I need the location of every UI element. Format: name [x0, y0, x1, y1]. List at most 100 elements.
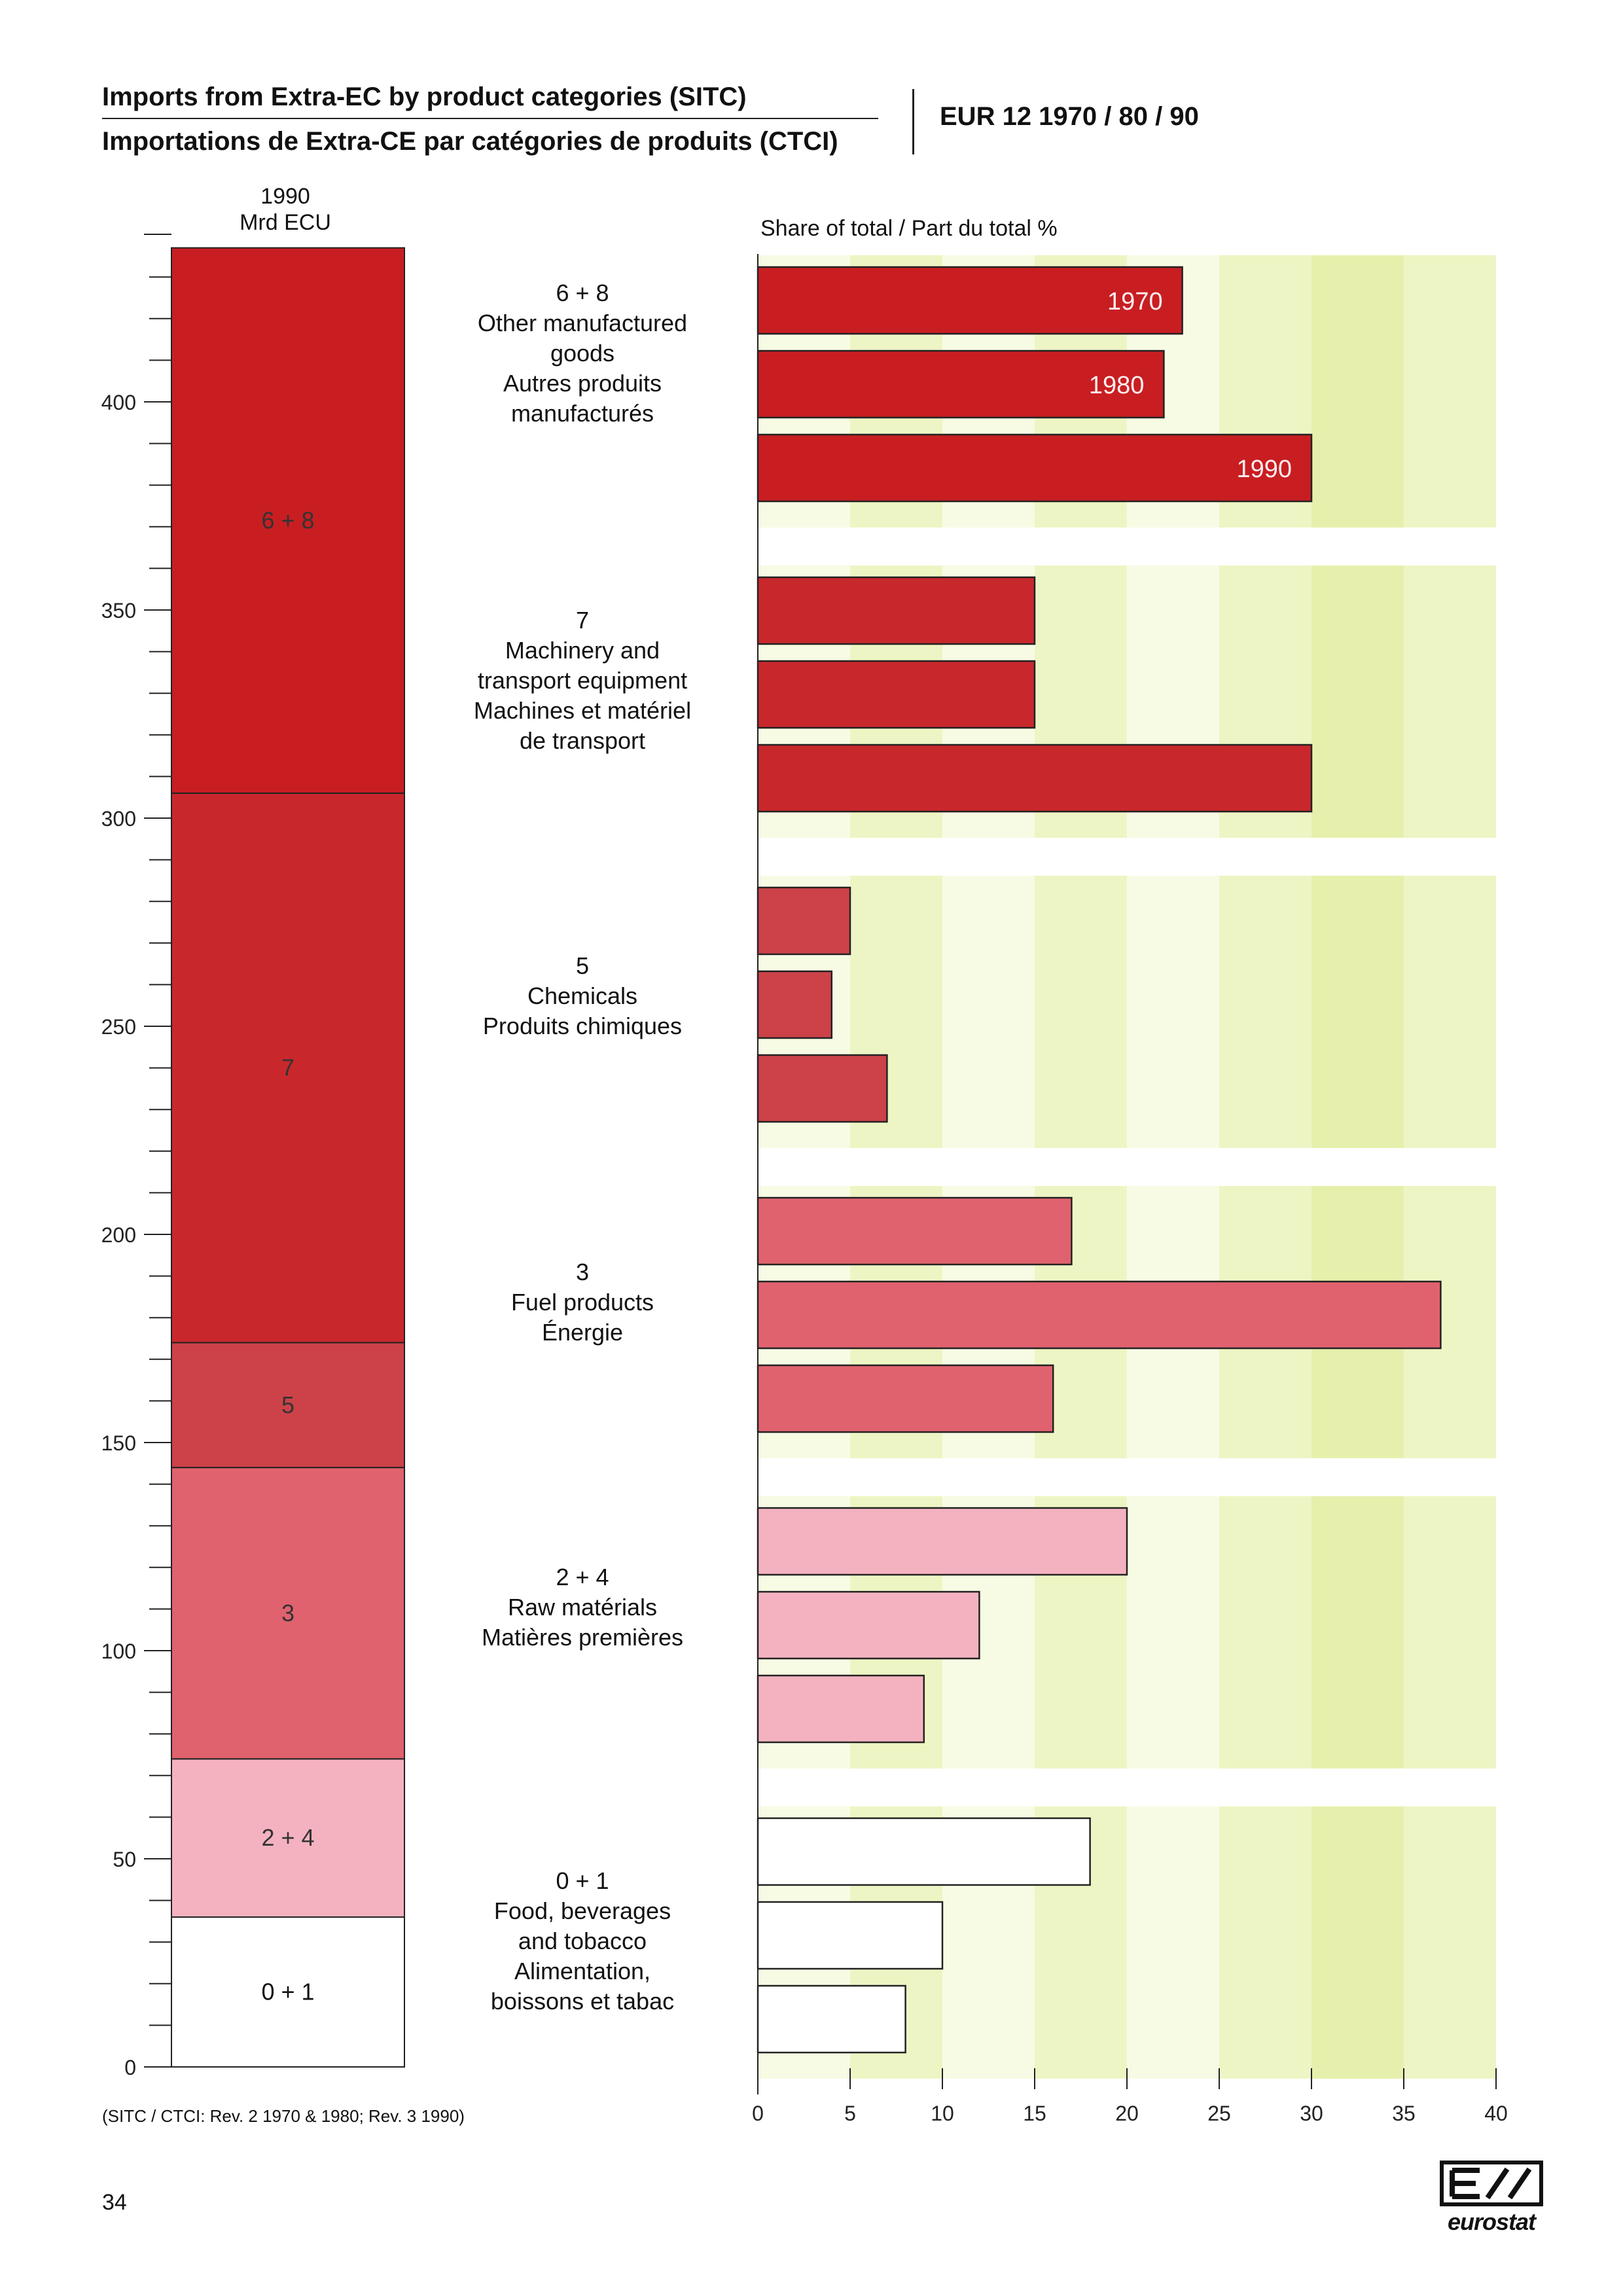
category-description: Matières premières	[481, 1624, 684, 1651]
stack-segment-label: 5	[281, 1391, 294, 1418]
share-bar	[757, 1196, 1073, 1266]
stacked-column-chart: 0 + 1 2 + 4 3 5 7 6 + 8 0 50 100 150 200 250 300 350 4…	[101, 234, 405, 2079]
category-description: Machinery and	[505, 637, 660, 664]
category-description: Produits chimiques	[482, 1013, 683, 1039]
category-label: 0 + 1 Food, beverages and tobacco Alimentat…	[445, 1866, 720, 2017]
stack-segment	[171, 247, 405, 794]
footnote: (SITC / CTCI: Rev. 2 1970 & 1980; Rev. 3…	[102, 2106, 465, 2126]
category-code: 2 + 4	[556, 1564, 609, 1590]
category-description: de transport	[519, 727, 646, 754]
bar-year-label: 1970	[1107, 288, 1163, 315]
stack-y-tick-label: 100	[101, 1640, 136, 1663]
title-divider	[102, 118, 878, 119]
category-description: and tobacco	[518, 1928, 647, 1954]
share-bar	[757, 1364, 1054, 1433]
bars-x-tick-label: 5	[844, 2102, 856, 2125]
category-label: 3 Fuel products Énergie	[445, 1257, 720, 1348]
stack-segment-label: 0 + 1	[261, 1979, 314, 2005]
plot-band	[1404, 1496, 1496, 1768]
bars-x-tick-label: 15	[1023, 2102, 1046, 2125]
eurostat-logo: eurostat	[1437, 2160, 1546, 2234]
category-description: goods	[550, 340, 615, 367]
stack-y-tick-label: 300	[101, 807, 136, 831]
stack-y-tick-label: 150	[101, 1431, 136, 1455]
stack-segment	[171, 1467, 405, 1760]
stack-y-tick-label: 350	[101, 599, 136, 622]
share-bar	[757, 433, 1313, 503]
plot-band	[1127, 1806, 1219, 2079]
share-bar	[757, 350, 1165, 419]
category-label: 5 Chemicals Produits chimiques	[445, 951, 720, 1041]
category-label: 2 + 4 Raw matérials Matières premières	[445, 1562, 720, 1653]
logo-text: eurostat	[1447, 2208, 1536, 2235]
plot-band	[1404, 1806, 1496, 2079]
horizontal-bar-chart: 1970 1980 1990 0 5 10 15 20 25 30 35 40	[752, 254, 1508, 2125]
share-bar	[757, 660, 1036, 729]
plot-band	[1311, 255, 1404, 528]
plot-band	[1311, 876, 1404, 1148]
stack-segment	[171, 792, 405, 1344]
category-description: Alimentation,	[514, 1958, 651, 1984]
plot-band	[1035, 876, 1127, 1148]
stack-y-tick-label: 250	[101, 1015, 136, 1039]
chart-title-fr: Importations de Extra-CE par catégories …	[102, 127, 838, 156]
category-description: manufacturés	[510, 400, 654, 427]
category-code: 3	[575, 1259, 590, 1285]
share-bar	[757, 266, 1183, 335]
chart-title-en: Imports from Extra-EC by product categor…	[102, 82, 747, 111]
plot-band	[1219, 1806, 1311, 2079]
plot-band	[1311, 565, 1404, 838]
stack-heading-year: 1990	[260, 184, 310, 209]
plot-band	[1311, 1806, 1404, 2079]
stack-chart-heading: 1990 Mrd ECU	[187, 183, 383, 236]
stack-y-tick-label: 200	[101, 1223, 136, 1247]
bars-x-tick-label: 10	[931, 2102, 954, 2125]
stack-heading-unit: Mrd ECU	[240, 210, 331, 235]
category-code: 5	[575, 952, 590, 979]
share-bar	[757, 1901, 944, 1970]
stack-y-tick-label: 400	[101, 391, 136, 414]
bars-x-tick-label: 40	[1484, 2102, 1508, 2125]
category-description: Other manufactured	[477, 310, 688, 336]
category-code: 6 + 8	[556, 279, 609, 306]
stack-y-tick-label: 50	[113, 1848, 136, 1871]
bars-x-tick-label: 25	[1207, 2102, 1231, 2125]
stack-segment-label: 3	[281, 1600, 294, 1626]
category-description: Food, beverages	[493, 1897, 671, 1924]
category-code: 0 + 1	[556, 1867, 609, 1894]
bars-x-tick-label: 0	[752, 2102, 764, 2125]
stack-y-tick-label: 0	[124, 2056, 136, 2079]
page-number: 34	[102, 2190, 127, 2215]
share-bar	[757, 970, 833, 1039]
share-bar	[757, 1280, 1442, 1350]
category-label: 6 + 8 Other manufactured goods Autres produ…	[445, 278, 720, 429]
plot-band	[1127, 1496, 1219, 1768]
category-code: 7	[575, 607, 590, 634]
stack-segment-label: 6 + 8	[261, 507, 314, 533]
plot-band	[1219, 1496, 1311, 1768]
category-label: 7 Machinery and transport equipment Machine…	[445, 605, 720, 756]
eurostat-logo-mark	[1440, 2161, 1543, 2206]
bar-year-label: 1980	[1089, 372, 1145, 399]
category-description: Chemicals	[527, 982, 638, 1009]
plot-band	[1311, 1496, 1404, 1768]
plot-band	[1127, 876, 1219, 1148]
share-bar	[757, 1674, 925, 1744]
plot-band	[1404, 876, 1496, 1148]
stack-segment-label: 2 + 4	[261, 1824, 314, 1851]
category-description: Autres produits	[503, 370, 662, 397]
category-description: Énergie	[541, 1319, 624, 1346]
stack-segment-label: 7	[281, 1054, 294, 1081]
header-divider	[912, 89, 914, 154]
plot-band	[942, 876, 1035, 1148]
share-bar	[757, 1054, 888, 1123]
plot-band	[1404, 565, 1496, 838]
plot-band	[1404, 255, 1496, 528]
share-bar	[757, 576, 1036, 645]
category-description: transport equipment	[477, 667, 688, 694]
category-description: boissons et tabac	[490, 1988, 675, 2015]
category-description: Raw matérials	[507, 1594, 658, 1621]
plot-band	[1219, 876, 1311, 1148]
share-bar	[757, 1817, 1091, 1886]
